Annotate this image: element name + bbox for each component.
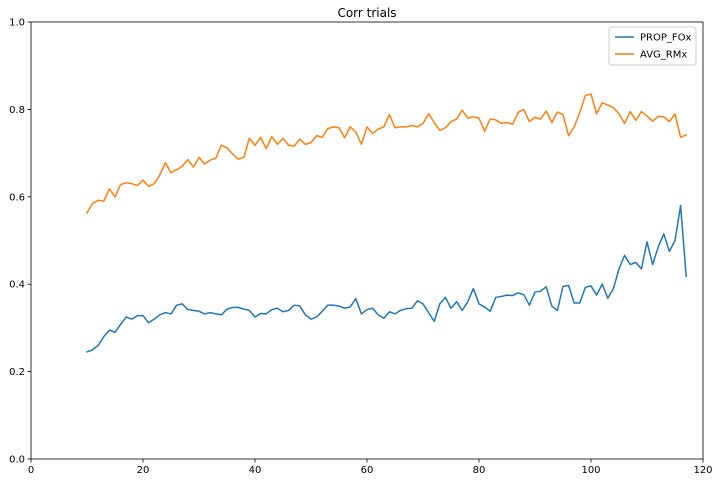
legend-label-avg-rmx: AVG_RMx xyxy=(640,50,687,61)
x-tick-label: 20 xyxy=(137,465,150,476)
series-line-avg-rmx xyxy=(85,93,688,214)
y-tick-label: 1.0 xyxy=(9,18,25,29)
x-tick-label: 0 xyxy=(28,465,34,476)
x-tick-label: 80 xyxy=(473,465,486,476)
y-tick-label: 0.0 xyxy=(9,455,25,466)
x-tick-label: 120 xyxy=(693,465,712,476)
y-tick-label: 0.6 xyxy=(9,192,25,203)
legend: PROP_FOx AVG_RMx xyxy=(608,26,697,66)
y-tick-label: 0.4 xyxy=(9,280,25,291)
y-tick-label: 0.2 xyxy=(9,367,25,378)
series-line-prop-fox xyxy=(86,204,688,353)
y-tick-label: 0.8 xyxy=(9,105,25,116)
legend-label-prop-fox: PROP_FOx xyxy=(640,33,692,44)
x-tick-label: 60 xyxy=(361,465,374,476)
plot-area xyxy=(85,93,688,353)
axes: 0 20 40 60 80 100 120 0.0 0.2 0.4 0.6 0.8 1.0 xyxy=(9,18,712,477)
x-tick-label: 100 xyxy=(581,465,600,476)
x-tick-label: 40 xyxy=(249,465,262,476)
chart-title: Corr trials xyxy=(337,6,396,20)
